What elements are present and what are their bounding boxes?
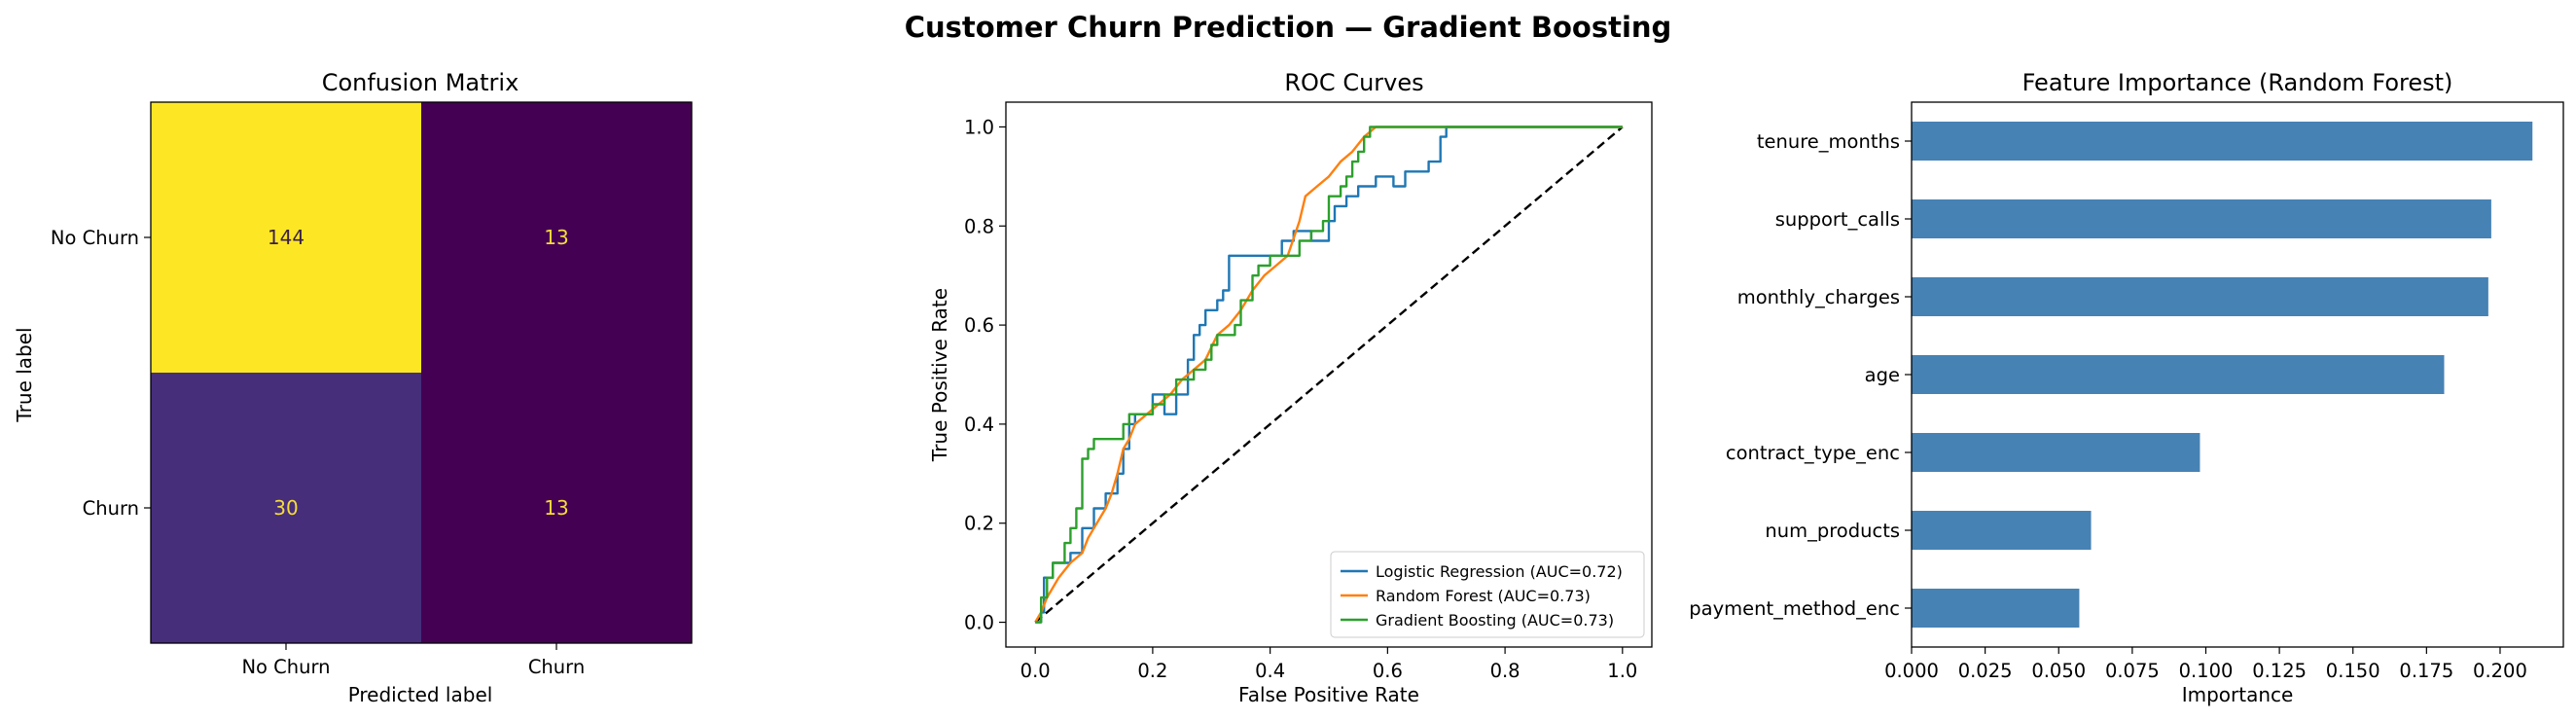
cm-xlabel: Predicted label [348,683,493,706]
figure-title: Customer Churn Prediction — Gradient Boo… [905,11,1672,44]
roc-y-tick-label: 0.0 [964,612,994,634]
roc-y-tick-label: 0.2 [964,513,994,535]
cm-cell-value: 144 [268,226,304,249]
fi-plot-frame [1911,101,2564,648]
roc-y-tick-label: 1.0 [964,116,994,138]
fi-y-tick-label: contract_type_enc [1726,442,1900,464]
roc-x-tick-label: 0.0 [1020,660,1051,682]
cm-cell [151,373,421,643]
cm-y-tick-label: No Churn [51,227,139,249]
cm-title: Confusion Matrix [322,69,519,96]
cm-cell [151,102,421,373]
cm-cell-value: 13 [544,226,568,249]
roc-title: ROC Curves [1284,69,1423,96]
fi-x-tick-label: 0.025 [1958,660,2013,682]
cm-cell-value: 13 [544,496,568,520]
fi-bar-contract_type_enc [1912,433,2200,472]
roc-legend: Logistic Regression (AUC=0.72) Random For… [1330,551,1645,638]
roc-x-tick-label: 1.0 [1607,660,1637,682]
fi-x-tick-label: 0.125 [2252,660,2307,682]
fi-x-tick-label: 0.200 [2473,660,2527,682]
fi-bar-tenure_months [1912,122,2533,161]
roc-legend-box [1330,551,1645,638]
roc-y-tick-label: 0.8 [964,215,994,237]
fi-y-tick-label: payment_method_enc [1689,597,1900,620]
fi-title: Feature Importance (Random Forest) [2022,69,2453,96]
roc-xlabel: False Positive Rate [1238,683,1419,706]
fi-y-tick-label: monthly_charges [1737,286,1900,308]
fi-x-tick-label: 0.150 [2326,660,2380,682]
roc-ylabel: True Positive Rate [928,288,951,462]
fi-bar-support_calls [1912,199,2491,238]
fi-y-tick-label: tenure_months [1757,130,1900,153]
cm-cell-value: 30 [273,496,298,520]
confusion-matrix-chart: Confusion Matrix 144 13 30 13 No Churn Churn… [13,69,693,706]
fi-x-tick-label: 0.000 [1884,660,1939,682]
fi-bar-monthly_charges [1912,277,2488,316]
fi-y-tick-label: age [1865,364,1900,386]
roc-x-tick-label: 0.4 [1255,660,1285,682]
cm-ylabel: True label [13,327,36,422]
fi-y-tick-label: support_calls [1775,208,1900,231]
roc-y-tick-label: 0.6 [964,314,994,337]
fi-xlabel: Importance [2182,683,2294,706]
roc-curves-chart: ROC Curves 0.0 0.2 0.4 0.6 0.8 1.0 0.0 0.2 0.4 0.… [928,69,1653,706]
cm-x-tick-label: Churn [528,656,585,678]
cm-frame [150,101,693,644]
roc-series-line-0 [1035,126,1623,624]
cm-cell [421,373,692,643]
roc-series-line-2 [1035,126,1623,624]
fi-x-tick-label: 0.100 [2179,660,2234,682]
roc-y-tick-label: 0.4 [964,414,994,436]
roc-series-line-1 [1034,126,1623,624]
cm-cell [421,102,692,373]
fi-x-tick-label: 0.075 [2105,660,2160,682]
cm-y-tick-label: Churn [83,497,139,520]
roc-legend-entry: Logistic Regression (AUC=0.72) [1376,562,1623,581]
roc-plot-frame [1005,101,1653,648]
roc-x-tick-label: 0.6 [1373,660,1403,682]
fi-x-tick-label: 0.175 [2399,660,2453,682]
feature-importance-chart: Feature Importance (Random Forest) tenur… [1689,69,2564,706]
roc-legend-entry: Random Forest (AUC=0.73) [1376,587,1591,605]
roc-legend-entry: Gradient Boosting (AUC=0.73) [1376,611,1614,630]
roc-random-baseline [1034,126,1624,624]
fi-bar-age [1912,355,2445,394]
roc-x-tick-label: 0.8 [1490,660,1521,682]
fi-bar-payment_method_enc [1912,589,2080,628]
roc-x-tick-label: 0.2 [1137,660,1167,682]
fi-bar-num_products [1912,511,2092,550]
cm-x-tick-label: No Churn [241,656,330,678]
fi-y-tick-label: num_products [1765,520,1900,542]
fi-x-tick-label: 0.050 [2031,660,2086,682]
